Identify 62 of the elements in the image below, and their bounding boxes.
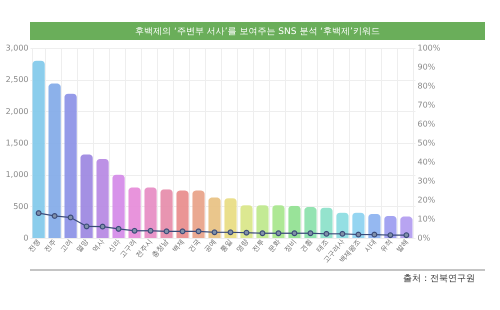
point: [387, 232, 394, 238]
bar: [256, 205, 269, 238]
bar: [128, 187, 141, 238]
point: [52, 213, 58, 219]
y2-tick-label: 0%: [418, 234, 431, 242]
point: [164, 228, 170, 234]
point: [196, 228, 202, 234]
bar: [48, 83, 61, 238]
point: [180, 228, 186, 234]
point: [323, 230, 330, 237]
point: [260, 230, 266, 236]
bar: [64, 94, 77, 238]
y2-tick-label: 10%: [418, 214, 436, 224]
y-tick-label: 3,000: [6, 44, 28, 52]
y2-tick-label: 30%: [418, 176, 436, 186]
bar: [144, 187, 157, 238]
point: [292, 230, 298, 236]
point: [148, 228, 154, 234]
bar: [224, 198, 237, 238]
y2-tick-label: 90%: [418, 62, 436, 72]
y-tick-label: 0: [23, 234, 28, 242]
y2-tick-label: 100%: [418, 44, 441, 52]
bar: [192, 190, 205, 238]
bar: [304, 206, 317, 238]
bar: [288, 206, 301, 238]
point: [84, 223, 90, 230]
y2-tick-label: 40%: [418, 158, 436, 166]
bar: [32, 60, 45, 238]
point: [307, 230, 314, 236]
y-tick-label: 1,000: [6, 170, 28, 180]
y-tick-label: 2,000: [6, 106, 28, 116]
chart-title: 후백제의 ‘주변부 서사’를 보여주는 SNS 분석 ‘후백제’키워드: [135, 27, 380, 37]
point: [355, 232, 362, 238]
point: [68, 214, 74, 220]
point: [132, 228, 138, 234]
y2-tick-label: 50%: [418, 138, 436, 148]
y-tick-label: 500: [13, 202, 28, 211]
point: [212, 229, 218, 236]
point: [276, 230, 282, 236]
point: [228, 229, 234, 236]
point: [339, 230, 346, 237]
point: [116, 226, 122, 232]
bar: [176, 190, 189, 238]
point: [371, 232, 378, 238]
bar: [208, 197, 221, 238]
bar: [272, 205, 285, 238]
y2-tick-label: 70%: [418, 100, 436, 110]
y2-tick-label: 80%: [418, 82, 436, 90]
point: [403, 232, 410, 238]
source-note: 출처 : 전북연구원: [403, 274, 475, 284]
y2-tick-label: 20%: [418, 196, 436, 204]
point: [36, 210, 42, 216]
bar: [80, 154, 93, 238]
bar: [160, 189, 173, 238]
bar: [240, 205, 253, 238]
bar: [112, 174, 125, 238]
point: [100, 224, 106, 230]
point: [244, 230, 250, 236]
bar: [96, 158, 109, 238]
y-tick-label: 1,500: [6, 138, 28, 148]
y-tick-label: 2,500: [6, 75, 28, 84]
y2-tick-label: 60%: [418, 120, 436, 128]
